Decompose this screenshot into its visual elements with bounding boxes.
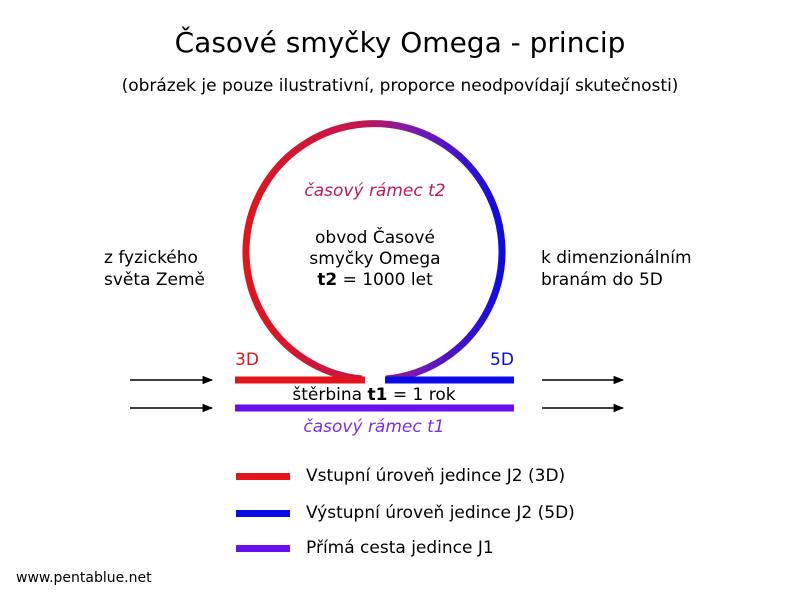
gap-suffix: = 1 rok [387,385,456,405]
loop-perimeter-value: = 1000 let [337,270,433,290]
loop-perimeter-line1: obvod Časové [315,228,435,248]
footer-url: www.pentablue.net [16,570,152,586]
gap-label: štěrbina t1 = 1 rok [0,385,748,405]
legend-label: Vstupní úroveň jedince J2 (3D) [306,466,566,486]
loop-perimeter-line2: smyčky Omega [309,249,441,269]
loop-perimeter-text: obvod Časové smyčky Omega t2 = 1000 let [280,228,470,291]
loop-perimeter-line3: t2 = 1000 let [280,270,470,291]
page-title: Časové smyčky Omega - princip [174,26,626,59]
omega-loop-arc [242,120,506,383]
right-text-line1: k dimenzionálním [541,248,692,268]
label-3d: 3D [235,350,259,370]
page-subtitle: (obrázek je pouze ilustrativní, proporce… [121,76,679,96]
right-text-line2: branám do 5D [541,270,663,290]
gap-prefix: štěrbina [292,385,368,405]
left-text-line1: z fyzického [104,248,198,268]
loop-frame-label: časový rámec t2 [304,181,446,201]
right-text: k dimenzionálním branám do 5D [541,247,692,291]
direct-frame-label: časový rámec t1 [303,417,445,437]
left-text: z fyzického světa Země [104,247,205,291]
left-text-line2: světa Země [104,270,205,290]
loop-perimeter-t: t2 [317,270,338,290]
legend-swatch-violet [236,545,290,552]
legend-label: Výstupní úroveň jedince J2 (5D) [306,503,575,523]
legend-swatch-red [236,473,290,480]
legend-label: Přímá cesta jedince J1 [306,538,494,558]
legend-swatch-blue [236,510,290,517]
label-5d: 5D [490,350,514,370]
gap-t: t1 [367,385,388,405]
